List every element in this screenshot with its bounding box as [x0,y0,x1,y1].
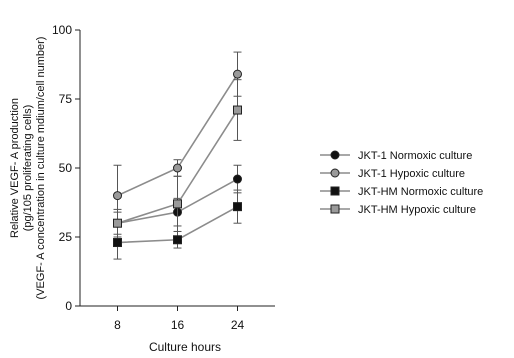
x-tick-label: 24 [231,318,245,332]
x-tick-label: 8 [114,318,121,332]
y-axis-label-line: Relative VEGF- A production [9,98,21,238]
y-tick-label: 25 [59,230,73,244]
y-tick-label: 75 [59,92,73,106]
legend-label: JKT-HM Normoxic culture [358,186,483,198]
legend-label: JKT-1 Hypoxic culture [358,168,465,180]
x-axis-label: Culture hours [149,340,221,354]
legend-item: JKT-1 Hypoxic culture [320,168,465,180]
legend-label: JKT-HM Hypoxic culture [358,204,476,216]
series-3 [113,189,242,260]
y-axis: 0 25 50 75 100 [52,23,81,313]
data-point [113,238,122,248]
legend-marker [330,186,340,196]
x-tick-label: 16 [171,318,185,332]
x-axis: 8 16 24 [80,305,275,332]
plot-area [113,51,242,260]
data-point [173,235,182,245]
series-2 [113,51,242,227]
y-tick-label: 50 [59,161,73,175]
data-point [233,202,242,212]
data-point [113,191,122,201]
legend: JKT-1 Normoxic culture JKT-1 Hypoxic cult… [320,150,483,216]
y-axis-label: Relative VEGF- A production (pg/105 prol… [9,37,47,300]
legend-item: JKT-HM Normoxic culture [320,186,483,198]
legend-marker [330,168,340,178]
data-point [173,199,182,209]
data-point [233,174,242,184]
data-point [173,163,182,173]
data-point [113,218,122,228]
data-point [233,69,242,79]
legend-marker [330,150,340,160]
legend-label: JKT-1 Normoxic culture [358,150,472,162]
y-tick-label: 0 [65,299,72,313]
legend-item: JKT-1 Normoxic culture [320,150,472,162]
data-point [233,105,242,115]
y-tick-label: 100 [52,23,72,37]
y-axis-label-line: (VEGF- A concentration in culture mdium/… [35,37,47,300]
legend-marker [330,204,340,214]
legend-item: JKT-HM Hypoxic culture [320,204,476,216]
y-axis-label-line: (pg/105 proliferating cells) [22,105,34,232]
series-4 [113,79,242,238]
